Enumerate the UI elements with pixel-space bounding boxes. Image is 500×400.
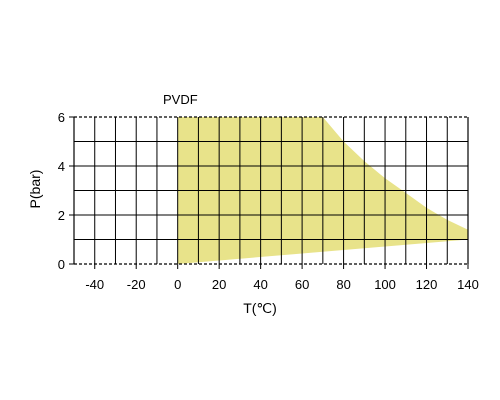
y-tick-label: 4 xyxy=(58,159,65,174)
x-tick-label: -40 xyxy=(85,277,104,292)
x-axis-label: T(℃) xyxy=(243,300,277,316)
x-tick-label: 40 xyxy=(253,277,267,292)
x-tick-label: 140 xyxy=(457,277,479,292)
x-tick-label: 0 xyxy=(174,277,181,292)
y-axis-label: P(bar) xyxy=(27,170,43,209)
y-tick-label: 6 xyxy=(58,110,65,125)
y-tick-label: 0 xyxy=(58,257,65,272)
y-tick-labels: 0 2 4 6 xyxy=(58,110,74,272)
x-tick-label: -20 xyxy=(127,277,146,292)
x-tick-label: 60 xyxy=(295,277,309,292)
x-tick-label: 20 xyxy=(212,277,226,292)
plot-border xyxy=(73,116,469,265)
x-tick-label: 120 xyxy=(416,277,438,292)
x-tick-label: 80 xyxy=(336,277,350,292)
x-tick-label: 100 xyxy=(374,277,396,292)
chart-title: PVDF xyxy=(163,92,198,107)
y-tick-label: 2 xyxy=(58,208,65,223)
grid-lines xyxy=(73,117,469,264)
x-tick-labels: -40 -20 0 20 40 60 80 100 120 140 xyxy=(85,264,479,292)
